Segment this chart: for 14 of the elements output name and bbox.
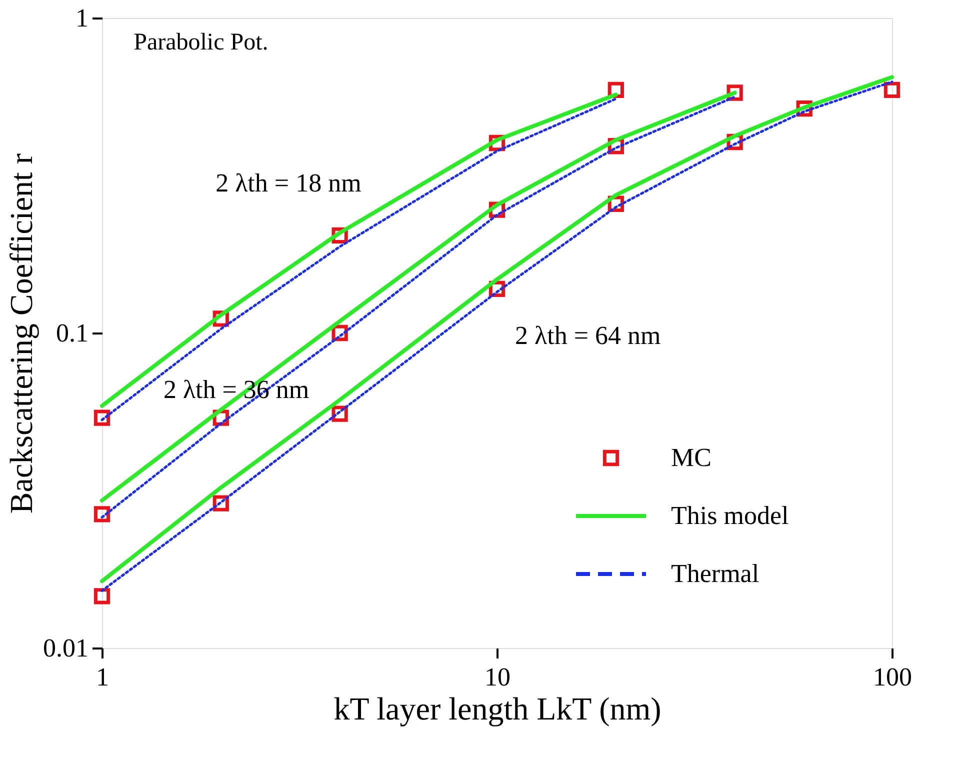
legend-label: This model — [671, 501, 789, 530]
x-tick-label: 10 — [484, 662, 510, 692]
y-tick-label: 1 — [76, 4, 88, 32]
y-tick-label: 0.01 — [43, 634, 88, 662]
annotation: Parabolic Pot. — [134, 30, 268, 56]
x-tick-label: 1 — [96, 662, 109, 692]
y-tick-label: 0.1 — [56, 318, 88, 348]
legend-label: Thermal — [671, 559, 760, 588]
legend-label: MC — [671, 443, 712, 472]
y-axis-title: Backscattering Coefficient r — [3, 153, 39, 514]
annotation: 2 λth = 64 nm — [514, 320, 661, 350]
annotation: 2 λth = 18 nm — [216, 168, 362, 198]
x-axis-title: kT layer length LkT (nm) — [334, 690, 662, 726]
x-tick-label: 100 — [873, 662, 912, 692]
